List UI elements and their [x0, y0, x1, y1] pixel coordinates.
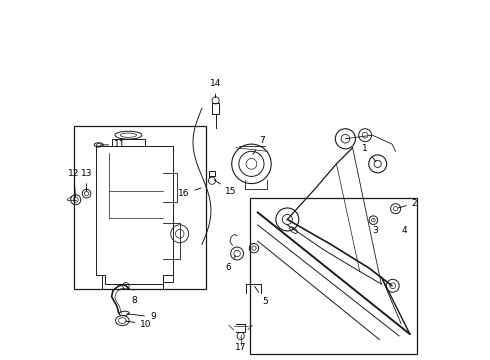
Text: 6: 6: [225, 256, 236, 273]
Text: 17: 17: [235, 338, 246, 352]
Text: 8: 8: [131, 289, 137, 305]
Text: 16: 16: [178, 188, 201, 198]
Text: 13: 13: [81, 169, 92, 191]
Text: 1: 1: [362, 144, 376, 162]
Text: 12: 12: [68, 169, 79, 197]
Text: 4: 4: [402, 226, 407, 235]
Text: 7: 7: [253, 136, 265, 154]
Text: 9: 9: [127, 312, 156, 321]
Text: 14: 14: [210, 80, 221, 98]
Bar: [74, 126, 206, 289]
Text: 5: 5: [255, 286, 268, 306]
Text: 11: 11: [101, 140, 125, 149]
Text: 10: 10: [125, 320, 152, 329]
Text: 2: 2: [398, 199, 417, 208]
Bar: [250, 198, 417, 354]
Text: 15: 15: [214, 180, 237, 196]
Text: 3: 3: [372, 220, 378, 235]
